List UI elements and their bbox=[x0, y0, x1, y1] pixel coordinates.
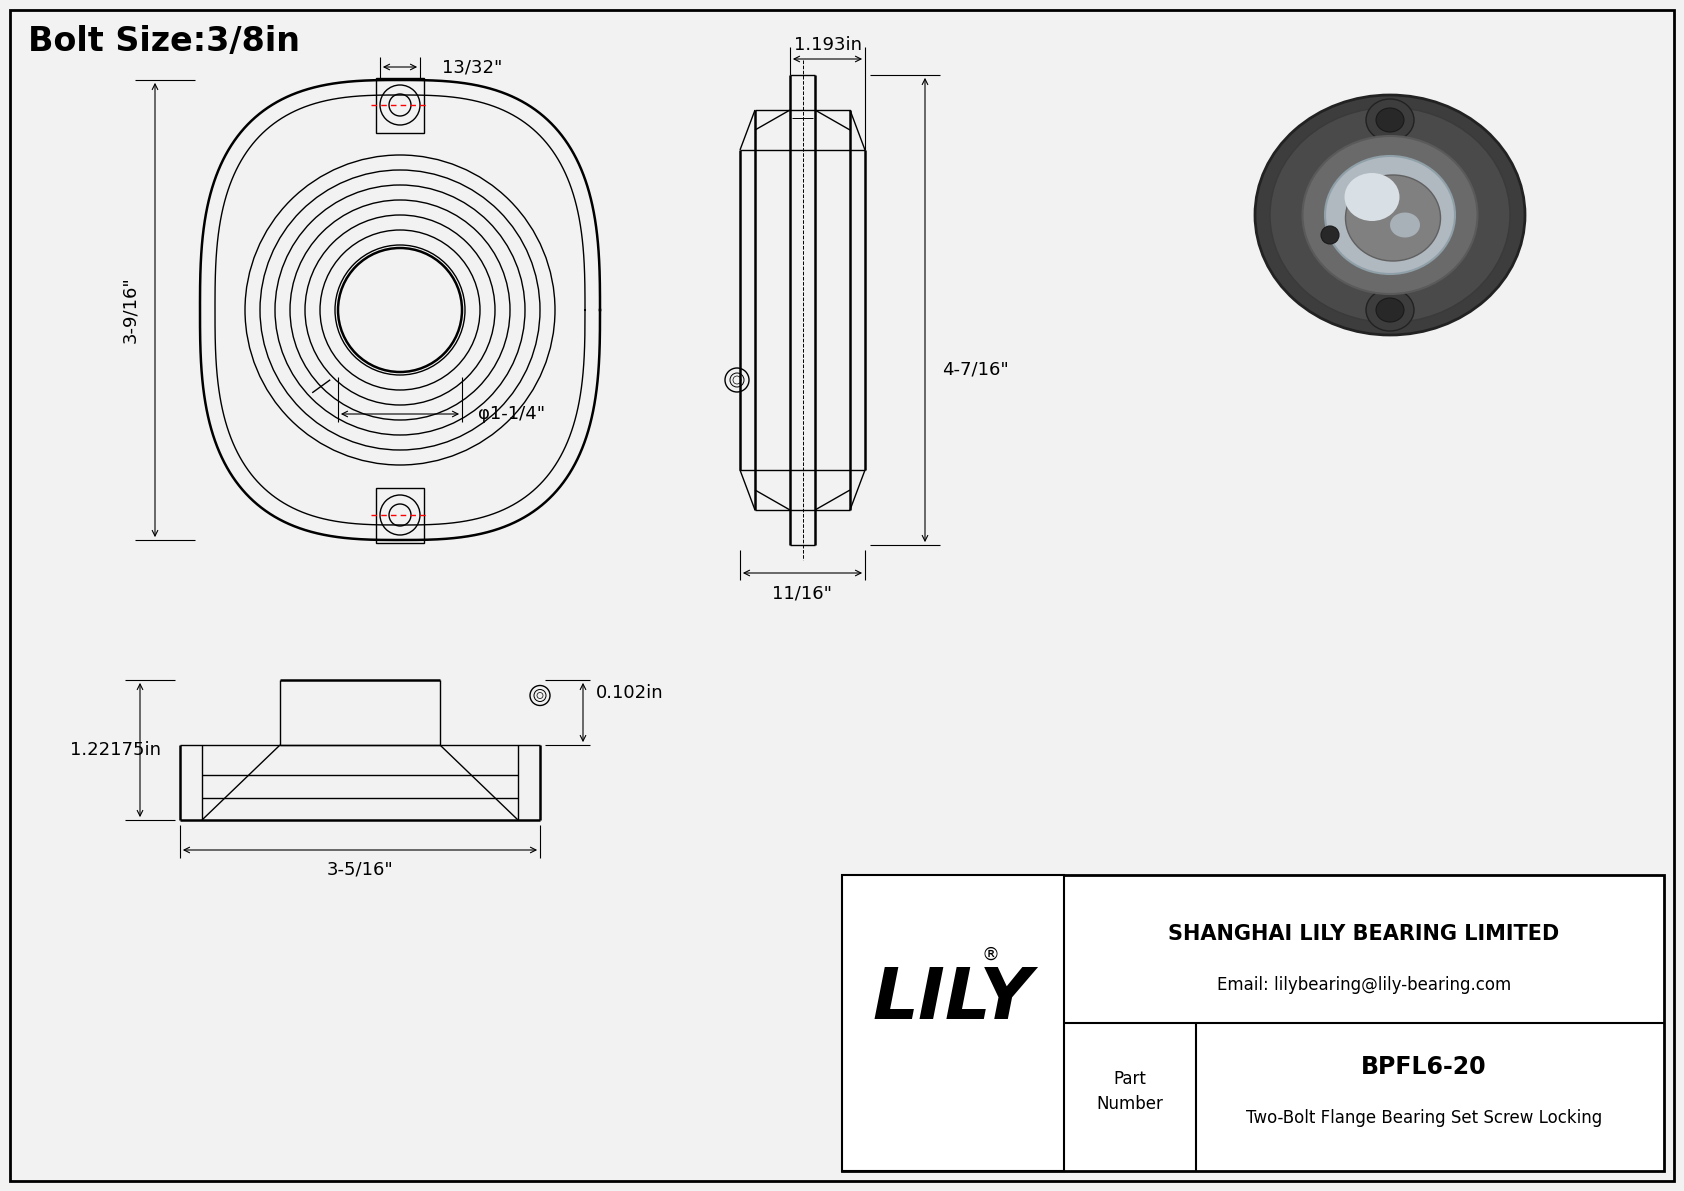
Text: 0.102in: 0.102in bbox=[596, 684, 663, 701]
Text: 1.193in: 1.193in bbox=[793, 36, 862, 54]
Circle shape bbox=[1320, 226, 1339, 244]
Ellipse shape bbox=[1366, 289, 1415, 331]
Text: Two-Bolt Flange Bearing Set Screw Locking: Two-Bolt Flange Bearing Set Screw Lockin… bbox=[1246, 1109, 1601, 1127]
Ellipse shape bbox=[1346, 175, 1440, 261]
Text: 3-5/16": 3-5/16" bbox=[327, 861, 394, 879]
Text: BPFL6-20: BPFL6-20 bbox=[1361, 1055, 1487, 1079]
Text: Email: lilybearing@lily-bearing.com: Email: lilybearing@lily-bearing.com bbox=[1218, 975, 1511, 993]
Text: 3-9/16": 3-9/16" bbox=[121, 276, 140, 343]
Text: 11/16": 11/16" bbox=[773, 584, 832, 601]
Ellipse shape bbox=[1376, 298, 1404, 322]
Ellipse shape bbox=[1344, 173, 1399, 222]
Text: 4-7/16": 4-7/16" bbox=[941, 361, 1009, 379]
Ellipse shape bbox=[1302, 136, 1477, 294]
Text: Part
Number: Part Number bbox=[1096, 1070, 1164, 1112]
Bar bbox=[376, 487, 424, 542]
Ellipse shape bbox=[1376, 108, 1404, 132]
Circle shape bbox=[530, 686, 551, 705]
Text: ®: ® bbox=[982, 946, 1000, 964]
Text: LILY: LILY bbox=[872, 965, 1032, 1034]
Bar bbox=[842, 875, 1064, 1171]
Ellipse shape bbox=[1325, 156, 1455, 274]
Text: Bolt Size:3/8in: Bolt Size:3/8in bbox=[29, 25, 300, 58]
Ellipse shape bbox=[1270, 107, 1511, 323]
Text: φ1-1/4": φ1-1/4" bbox=[478, 405, 546, 423]
Bar bbox=[376, 77, 424, 132]
Ellipse shape bbox=[1255, 95, 1526, 335]
Text: 1.22175in: 1.22175in bbox=[69, 741, 160, 759]
Circle shape bbox=[726, 368, 749, 392]
Bar bbox=[842, 875, 1664, 1171]
Ellipse shape bbox=[1389, 212, 1420, 237]
Text: SHANGHAI LILY BEARING LIMITED: SHANGHAI LILY BEARING LIMITED bbox=[1169, 924, 1559, 944]
Text: 13/32": 13/32" bbox=[441, 58, 502, 76]
Ellipse shape bbox=[1366, 99, 1415, 141]
